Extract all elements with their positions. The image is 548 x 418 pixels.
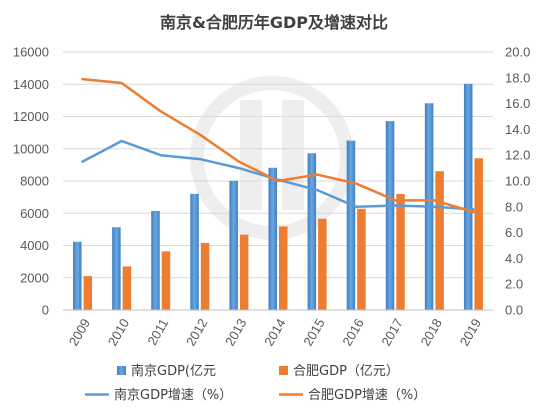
y-right-tick-label: 4.0 [505,251,523,266]
x-tick-label: 2010 [105,316,132,349]
y-left-tick-label: 10000 [13,141,49,156]
x-tick-label: 2018 [418,316,445,349]
y-left-tick-label: 6000 [20,206,49,221]
bar [112,227,121,310]
bar [161,251,171,310]
y-right-tick-label: 8.0 [505,199,523,214]
y-right-tick-label: 10.0 [505,174,530,189]
y-right-tick-label: 18.0 [505,70,530,85]
y-left-tick-label: 12000 [13,109,49,124]
bar [435,171,444,310]
bar [268,167,277,310]
bar [279,226,288,310]
y-right-tick-label: 14.0 [505,122,530,137]
x-tick-label: 2015 [300,316,327,349]
x-tick-label: 2013 [222,316,249,349]
x-tick-label: 2012 [183,316,210,349]
y-right-tick-label: 0.0 [505,303,523,318]
bar [346,140,356,310]
bar [474,158,483,310]
bar [229,180,238,310]
bar [463,83,473,310]
legend-swatch [279,366,288,375]
bar [385,121,395,310]
legend-label: 合肥GDP（亿元） [293,364,399,379]
legend-swatch [117,366,126,375]
bar [357,208,366,310]
x-tick-label: 2019 [457,316,484,349]
x-tick-label: 2009 [66,316,93,349]
y-left-tick-label: 4000 [20,238,49,253]
y-right-tick-label: 2.0 [505,277,523,292]
bar [200,242,210,310]
legend-label: 合肥GDP增速（%） [308,388,426,403]
bar [151,210,160,310]
bar [239,234,249,310]
y-right-tick-label: 6.0 [505,225,523,240]
y-left-tick-label: 8000 [20,174,49,189]
y-right-tick-label: 20.0 [505,45,530,60]
y-left-tick-label: 2000 [20,270,49,285]
bar [122,266,132,310]
y-left-tick-label: 14000 [13,77,49,92]
y-left-tick-label: 16000 [13,45,49,60]
series-line [81,77,475,214]
bar [190,193,199,310]
bar [307,153,317,310]
bar [73,241,82,310]
x-tick-label: 2011 [144,316,171,348]
chart-title: 南京&合肥历年GDP及增速对比 [160,13,388,32]
bar [396,194,405,310]
legend-label: 南京GDP(亿元 [131,363,216,379]
bar [83,276,93,310]
legend-label: 南京GDP增速（%） [114,387,232,403]
x-tick-label: 2014 [261,316,288,349]
y-right-tick-label: 12.0 [505,148,530,163]
x-tick-label: 2016 [339,316,366,349]
y-right-tick-label: 16.0 [505,96,530,111]
x-tick-label: 2017 [378,316,405,349]
bar [318,218,327,310]
y-left-tick-label: 0 [42,303,49,318]
